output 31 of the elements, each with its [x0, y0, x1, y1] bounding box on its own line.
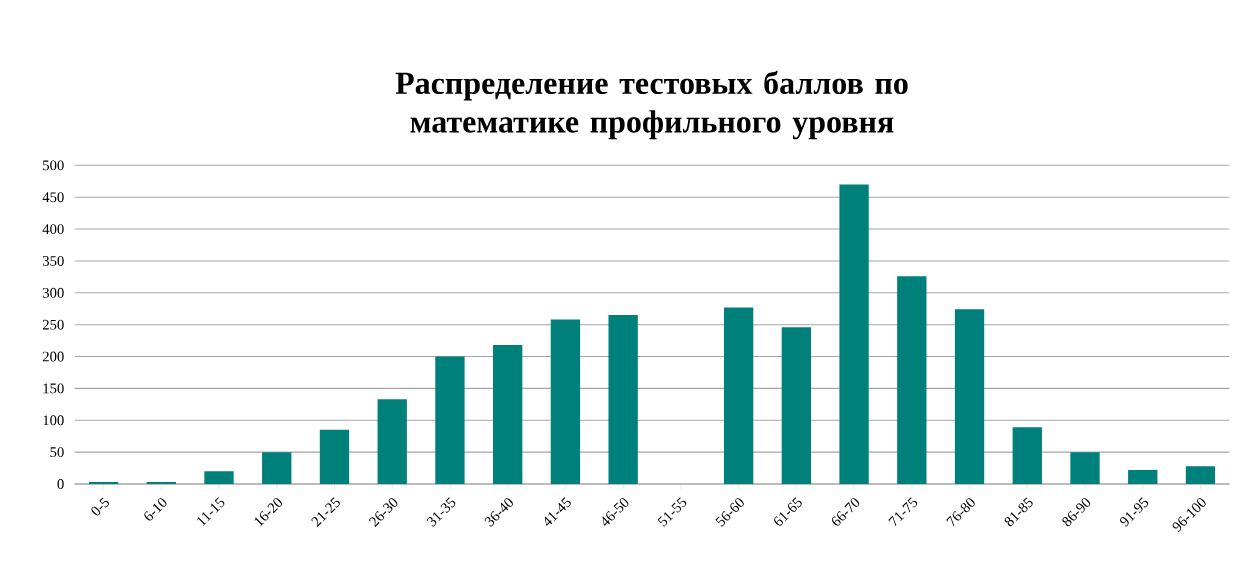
chart-title: Распределение тестовых баллов по математике профильного уровня — [395, 70, 908, 140]
bar — [839, 184, 869, 485]
bar — [1012, 427, 1042, 485]
bar — [1128, 470, 1158, 485]
y-tick-label: 200 — [42, 351, 64, 362]
bar — [1070, 452, 1100, 485]
y-tick-label: 250 — [42, 319, 64, 330]
bar — [262, 452, 292, 485]
bar — [204, 471, 234, 485]
bar — [954, 309, 985, 485]
y-tick-label: 500 — [43, 160, 64, 171]
y-tick-label: 50 — [50, 447, 64, 458]
bar — [897, 276, 927, 485]
y-tick-label: 100 — [43, 415, 64, 426]
bar — [550, 319, 581, 485]
y-tick-label: 450 — [42, 192, 64, 203]
bar — [435, 356, 465, 485]
y-tick-label: 300 — [42, 288, 64, 298]
bar — [608, 315, 638, 485]
x-tick-label: 0-5 — [91, 497, 109, 516]
bar — [319, 429, 350, 485]
y-tick-label: 0 — [57, 479, 64, 490]
bar — [1185, 466, 1216, 485]
y-tick-label: 350 — [42, 256, 64, 267]
bar — [493, 345, 523, 485]
bar — [377, 399, 407, 485]
bar — [723, 307, 754, 485]
x-tick-label: 6-10 — [144, 498, 167, 521]
bar — [781, 327, 812, 485]
y-tick-label: 150 — [43, 383, 64, 394]
y-tick-label: 400 — [42, 224, 64, 235]
